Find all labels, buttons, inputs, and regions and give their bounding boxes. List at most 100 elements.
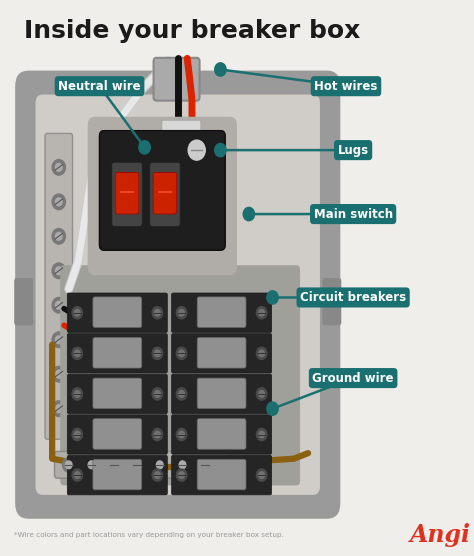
Circle shape xyxy=(179,461,186,469)
Circle shape xyxy=(74,309,80,316)
Circle shape xyxy=(202,461,209,469)
Circle shape xyxy=(72,347,82,360)
Circle shape xyxy=(74,390,80,397)
Circle shape xyxy=(131,458,143,472)
Circle shape xyxy=(179,309,184,316)
Circle shape xyxy=(152,429,163,440)
FancyBboxPatch shape xyxy=(197,297,246,327)
Circle shape xyxy=(63,458,75,472)
FancyBboxPatch shape xyxy=(60,265,300,485)
FancyBboxPatch shape xyxy=(93,419,142,449)
Circle shape xyxy=(156,461,163,469)
FancyBboxPatch shape xyxy=(67,415,167,454)
FancyBboxPatch shape xyxy=(15,71,340,519)
Circle shape xyxy=(267,291,278,304)
Circle shape xyxy=(256,469,267,481)
FancyBboxPatch shape xyxy=(197,419,246,449)
FancyBboxPatch shape xyxy=(67,455,167,495)
Circle shape xyxy=(88,461,95,469)
Text: Circuit breakers: Circuit breakers xyxy=(300,291,406,304)
Circle shape xyxy=(55,163,62,171)
Circle shape xyxy=(199,458,211,472)
Circle shape xyxy=(55,198,62,206)
Circle shape xyxy=(176,429,187,440)
Circle shape xyxy=(179,431,184,438)
Text: Angi: Angi xyxy=(410,523,471,547)
FancyBboxPatch shape xyxy=(67,334,167,373)
Circle shape xyxy=(55,267,62,275)
Circle shape xyxy=(152,307,163,319)
Circle shape xyxy=(52,263,65,279)
Circle shape xyxy=(176,469,187,481)
FancyBboxPatch shape xyxy=(172,415,272,454)
FancyBboxPatch shape xyxy=(162,120,201,144)
Circle shape xyxy=(259,431,264,438)
FancyBboxPatch shape xyxy=(36,95,320,495)
Circle shape xyxy=(267,402,278,415)
Circle shape xyxy=(176,307,187,319)
Circle shape xyxy=(52,297,65,313)
Circle shape xyxy=(155,309,160,316)
Text: Main switch: Main switch xyxy=(314,207,392,221)
Circle shape xyxy=(259,471,264,478)
Text: Ground wire: Ground wire xyxy=(312,371,394,385)
FancyBboxPatch shape xyxy=(88,117,237,275)
FancyBboxPatch shape xyxy=(197,459,246,490)
FancyBboxPatch shape xyxy=(112,162,142,226)
Text: Inside your breaker box: Inside your breaker box xyxy=(24,19,360,43)
Circle shape xyxy=(188,140,205,160)
Circle shape xyxy=(152,388,163,400)
Circle shape xyxy=(65,461,72,469)
FancyBboxPatch shape xyxy=(154,58,200,101)
Circle shape xyxy=(55,370,62,378)
Circle shape xyxy=(52,332,65,348)
Circle shape xyxy=(55,301,62,309)
Circle shape xyxy=(243,207,255,221)
Circle shape xyxy=(152,469,163,481)
Circle shape xyxy=(74,471,80,478)
FancyBboxPatch shape xyxy=(67,374,167,414)
FancyBboxPatch shape xyxy=(100,131,225,250)
FancyBboxPatch shape xyxy=(172,455,272,495)
Circle shape xyxy=(72,307,82,319)
FancyBboxPatch shape xyxy=(153,172,177,214)
Text: Hot wires: Hot wires xyxy=(314,80,378,93)
Circle shape xyxy=(52,366,65,382)
Circle shape xyxy=(74,350,80,357)
FancyBboxPatch shape xyxy=(93,337,142,368)
Circle shape xyxy=(155,390,160,397)
Text: Lugs: Lugs xyxy=(337,143,369,157)
Circle shape xyxy=(155,471,160,478)
Circle shape xyxy=(108,458,120,472)
FancyBboxPatch shape xyxy=(197,337,246,368)
Circle shape xyxy=(259,350,264,357)
Circle shape xyxy=(72,388,82,400)
Circle shape xyxy=(179,471,184,478)
FancyBboxPatch shape xyxy=(93,459,142,490)
Circle shape xyxy=(256,388,267,400)
FancyBboxPatch shape xyxy=(93,297,142,327)
Circle shape xyxy=(259,309,264,316)
FancyBboxPatch shape xyxy=(93,378,142,409)
FancyBboxPatch shape xyxy=(115,172,139,214)
Circle shape xyxy=(215,63,226,76)
Circle shape xyxy=(52,401,65,416)
Circle shape xyxy=(72,469,82,481)
Circle shape xyxy=(179,350,184,357)
Circle shape xyxy=(155,350,160,357)
FancyBboxPatch shape xyxy=(100,131,225,250)
Circle shape xyxy=(74,431,80,438)
Circle shape xyxy=(139,141,150,154)
FancyBboxPatch shape xyxy=(150,162,180,226)
Circle shape xyxy=(176,347,187,360)
Circle shape xyxy=(152,347,163,360)
Circle shape xyxy=(256,429,267,440)
Circle shape xyxy=(176,458,189,472)
Circle shape xyxy=(256,347,267,360)
Circle shape xyxy=(55,232,62,240)
Circle shape xyxy=(154,458,166,472)
FancyBboxPatch shape xyxy=(14,278,33,325)
Circle shape xyxy=(52,229,65,244)
Circle shape xyxy=(85,458,98,472)
Circle shape xyxy=(55,405,62,413)
